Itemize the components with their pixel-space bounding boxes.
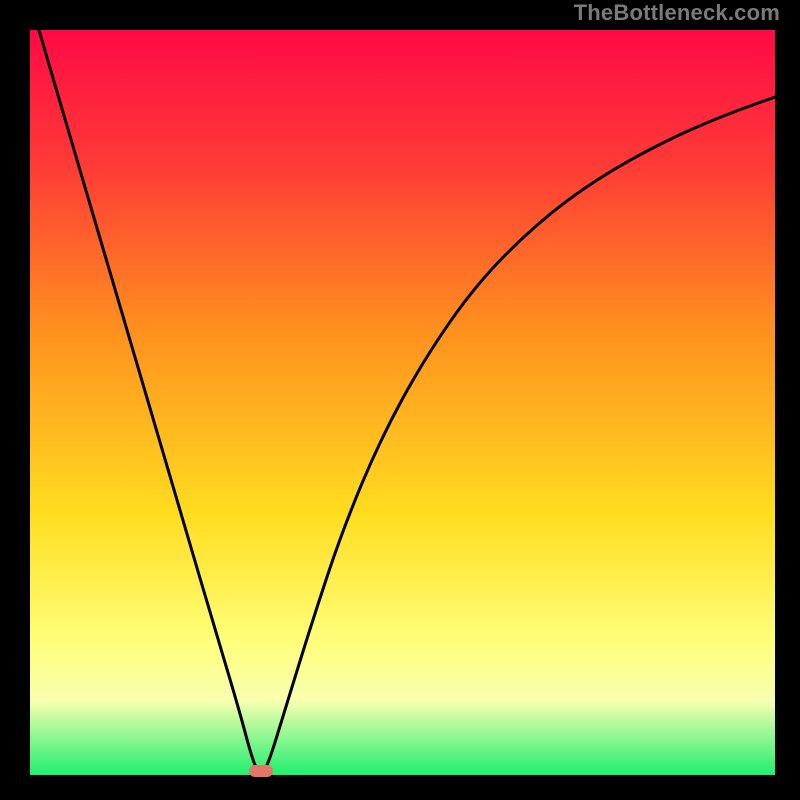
bottleneck-curve — [30, 30, 775, 775]
curve-path — [39, 30, 775, 772]
chart-frame: TheBottleneck.com — [0, 0, 800, 800]
minimum-marker — [249, 765, 273, 777]
plot-area — [30, 30, 775, 775]
watermark-text: TheBottleneck.com — [574, 0, 780, 26]
